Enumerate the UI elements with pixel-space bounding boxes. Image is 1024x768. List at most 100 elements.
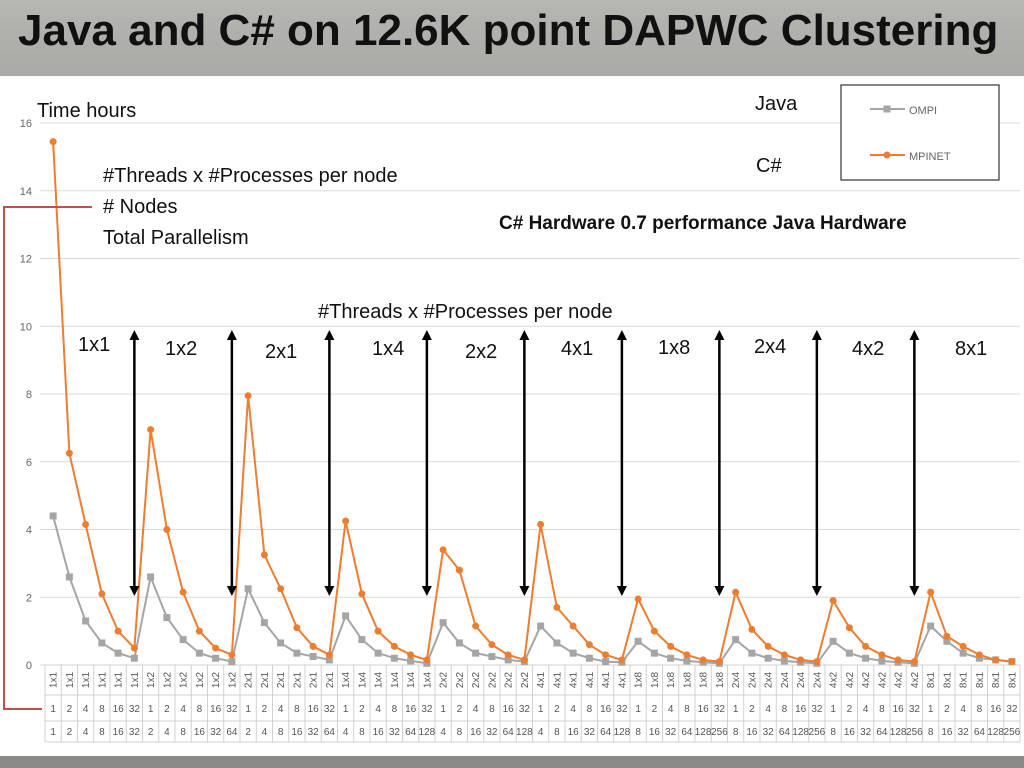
category-label: 1x8 xyxy=(682,672,693,689)
ompi-point xyxy=(342,612,350,620)
separator-arrow-head-down xyxy=(909,586,920,596)
mpinet-series-line xyxy=(52,141,1013,663)
node-count-label: 8 xyxy=(684,704,690,715)
group-label: 1x2 xyxy=(165,338,197,360)
category-label: 1x4 xyxy=(422,672,433,689)
ompi-point xyxy=(455,639,463,647)
separator-arrow-head-down xyxy=(519,586,530,596)
category-label: 2x4 xyxy=(731,672,742,689)
category-label: 1x1 xyxy=(130,672,141,689)
category-label: 1x2 xyxy=(211,672,222,689)
mpinet-point xyxy=(878,651,886,659)
parallelism-label: 128 xyxy=(890,727,907,738)
parallelism-label: 1 xyxy=(50,727,56,738)
node-count-label: 2 xyxy=(944,704,950,715)
category-label: 4x2 xyxy=(894,672,905,689)
parallelism-label: 4 xyxy=(440,727,446,738)
ompi-point xyxy=(764,654,772,662)
parallelism-label: 8 xyxy=(733,727,739,738)
category-table: 1x1111x1221x1441x1881x116161x132321x2121… xyxy=(44,664,1021,743)
category-label: 1x2 xyxy=(162,672,173,689)
node-count-label: 1 xyxy=(148,704,154,715)
parallelism-label: 4 xyxy=(164,727,170,738)
ompi-point xyxy=(293,649,301,657)
category-label: 2x1 xyxy=(325,672,336,689)
mpinet-point xyxy=(943,632,951,640)
mpinet-point xyxy=(650,627,658,635)
mpinet-point xyxy=(390,642,398,650)
mpinet-point xyxy=(845,624,853,632)
category-label: 2x1 xyxy=(292,672,303,689)
mpinet-point xyxy=(764,642,772,650)
category-label: 8x1 xyxy=(1007,672,1018,689)
mpinet-point xyxy=(488,641,496,649)
category-label: 4x2 xyxy=(845,672,856,689)
mpinet-point xyxy=(260,551,268,559)
mpinet-point xyxy=(862,642,870,650)
node-count-label: 8 xyxy=(197,704,203,715)
mpinet-point xyxy=(683,651,691,659)
ompi-point xyxy=(114,649,122,657)
category-label: 1x2 xyxy=(179,672,190,689)
mpinet-point xyxy=(537,520,545,528)
mpinet-point xyxy=(715,658,723,666)
parallelism-label: 32 xyxy=(210,727,222,738)
parallelism-label: 16 xyxy=(291,727,303,738)
group-label: 2x4 xyxy=(754,336,786,358)
ompi-point xyxy=(878,657,886,665)
ompi-point xyxy=(130,654,138,662)
ompi-point xyxy=(472,649,480,657)
parallelism-label: 8 xyxy=(99,727,105,738)
ompi-point xyxy=(504,656,512,664)
mpinet-point xyxy=(358,590,366,598)
parallelism-label: 16 xyxy=(568,727,580,738)
separator-arrow-head-up xyxy=(811,330,822,340)
category-label: 4x1 xyxy=(569,672,580,689)
node-count-label: 32 xyxy=(714,704,726,715)
ompi-point xyxy=(65,573,73,581)
node-count-label: 4 xyxy=(180,704,186,715)
category-label: 4x2 xyxy=(829,672,840,689)
mpinet-point xyxy=(927,588,935,596)
mpinet-point xyxy=(520,656,528,664)
ompi-point xyxy=(179,636,187,644)
node-count-label: 1 xyxy=(733,704,739,715)
mpinet-point xyxy=(732,588,740,596)
category-label: 4x1 xyxy=(585,672,596,689)
node-count-label: 2 xyxy=(554,704,560,715)
legend-mpinet-label: MPINET xyxy=(909,151,951,163)
mpinet-point xyxy=(147,426,155,434)
mpinet-point xyxy=(163,526,171,533)
group-label: 2x1 xyxy=(265,341,297,363)
y-tick-label: 12 xyxy=(20,254,32,266)
separator-arrow-head-up xyxy=(129,330,140,340)
ompi-point xyxy=(634,637,642,645)
ompi-point xyxy=(683,657,691,665)
ompi-point xyxy=(358,636,366,644)
category-label: 1x1 xyxy=(114,672,125,689)
y-axis-label: Time hours xyxy=(37,100,136,122)
ompi-point xyxy=(49,512,57,520)
ompi-point xyxy=(829,637,837,645)
category-label: 1x8 xyxy=(634,672,645,689)
mpinet-point xyxy=(407,651,415,659)
parallelism-label: 8 xyxy=(457,727,463,738)
mpinet-point xyxy=(748,625,756,633)
parallelism-label: 8 xyxy=(278,727,284,738)
node-count-label: 4 xyxy=(570,704,576,715)
category-label: 1x2 xyxy=(195,672,206,689)
parallelism-label: 8 xyxy=(928,727,934,738)
parallelism-label: 32 xyxy=(129,727,141,738)
chart-legend: OMPI MPINET xyxy=(840,84,1000,181)
node-count-label: 32 xyxy=(1006,704,1018,715)
group-label: 1x8 xyxy=(658,337,690,359)
parallelism-label: 128 xyxy=(419,727,436,738)
category-label: 2x4 xyxy=(764,672,775,689)
node-count-label: 2 xyxy=(847,704,853,715)
category-label: 2x2 xyxy=(520,672,531,689)
parallelism-label: 16 xyxy=(470,727,482,738)
node-count-label: 8 xyxy=(782,704,788,715)
y-tick-label: 4 xyxy=(26,525,32,537)
mpinet-point xyxy=(959,642,967,650)
parallelism-label: 64 xyxy=(226,727,238,738)
